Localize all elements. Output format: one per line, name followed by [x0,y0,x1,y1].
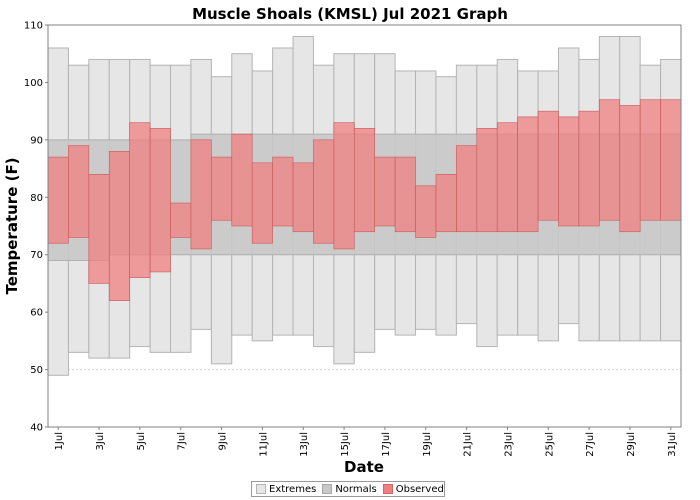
legend-label-normals: Normals [335,483,377,495]
observed-bar [129,122,151,278]
legend-label-extremes: Extremes [269,483,317,495]
x-tick-label: 5Jul [136,432,147,450]
x-axis-title: Date [344,458,384,476]
observed-bar [639,99,661,221]
observed-bar [517,116,539,233]
x-tick-labels: 1Jul 3Jul 5Jul 7Jul 9Jul 11Jul 13Jul 15Jul 17Jul… [54,432,678,457]
y-tick-label: 40 [30,423,43,434]
observed-bar [47,156,69,244]
observed-bar [496,122,518,233]
observed-bar [619,105,641,233]
y-tick-label: 50 [30,365,43,376]
legend-swatch-normals [322,484,333,494]
observed-bar [170,202,192,238]
y-tick-label: 60 [30,308,43,319]
x-tick-label: 27Jul [585,432,596,457]
observed-bar [88,174,110,284]
x-tick-label: 3Jul [95,432,106,450]
y-tick-label: 90 [30,135,43,146]
x-tick-label: 15Jul [340,432,351,457]
observed-bar [251,162,273,244]
axes [45,24,682,430]
y-tick-label: 100 [24,78,43,89]
observed-bar [394,156,416,233]
observed-bar [578,110,600,227]
observed-bar [313,139,335,244]
x-tick-label: 9Jul [218,432,229,450]
observed-bar [211,156,233,221]
legend-swatch-observed [382,484,393,494]
legend-label-observed: Observed [395,483,444,495]
observed-bar [190,139,212,250]
observed-bar [456,145,478,233]
x-tick-label: 7Jul [177,432,188,450]
observed-bar [292,162,314,233]
observed-bar [415,185,437,238]
observed-bar [558,116,580,227]
legend-swatch-extremes [256,484,266,494]
legend-item-observed: Observed [382,483,444,495]
observed-bar [68,145,90,238]
legend-item-normals: Normals [322,483,377,495]
observed-bar [537,110,559,221]
y-tick-label: 70 [30,250,43,261]
x-tick-label: 13Jul [299,432,310,457]
x-tick-label: 17Jul [381,432,392,457]
observed-bar [272,156,294,227]
x-tick-label: 25Jul [544,432,555,457]
x-tick-label: 11Jul [258,432,269,457]
y-axis-title: Temperature (F) [3,157,21,294]
x-tick-label: 29Jul [626,432,637,457]
observed-bar [231,133,253,227]
observed-bar [108,151,130,301]
x-tick-label: 21Jul [463,432,474,457]
observed-bar [660,99,682,221]
legend: Extremes Normals Observed [251,481,445,497]
y-tick-label: 110 [24,21,43,32]
observed-bar [374,156,396,227]
observed-bar [149,128,171,273]
x-tick-label: 31Jul [667,432,678,457]
y-tick-label: 80 [30,193,43,204]
legend-item-extremes: Extremes [256,484,316,495]
observed-bar [476,128,498,233]
chart-title: Muscle Shoals (KMSL) Jul 2021 Graph [192,5,508,23]
x-tick-label: 19Jul [422,432,433,457]
observed-bar [599,99,621,221]
x-tick-label: 1Jul [54,432,65,450]
observed-bar [353,128,376,233]
observed-series [47,99,682,301]
observed-bar [333,122,355,250]
plot-frame [47,24,682,428]
x-tick-label: 23Jul [503,432,514,457]
observed-bar [435,174,457,233]
y-tick-labels: 40 50 60 70 80 90 100 110 [24,21,43,434]
